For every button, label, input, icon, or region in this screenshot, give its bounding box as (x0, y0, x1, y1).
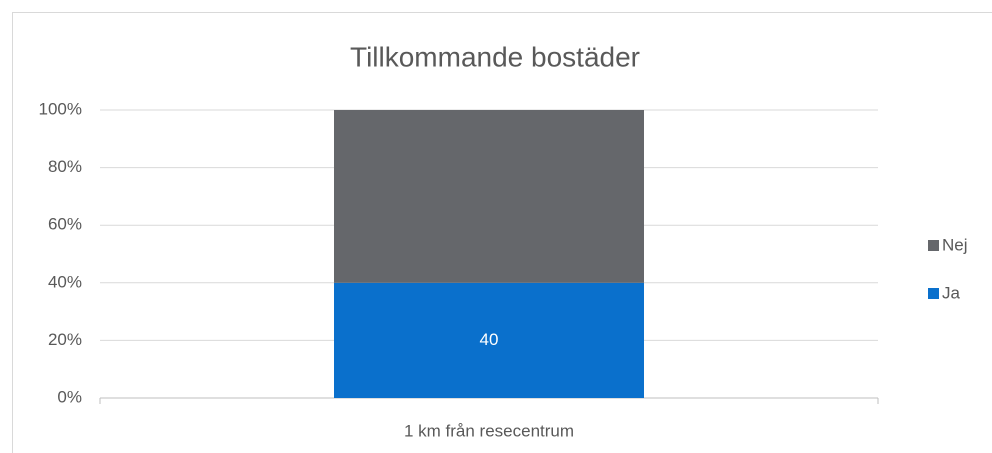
chart-title: Tillkommande bostäder (350, 41, 640, 72)
legend-swatch (928, 288, 939, 299)
legend-label: Ja (942, 283, 961, 302)
y-tick-label: 80% (48, 157, 82, 176)
bar-segment (334, 110, 644, 283)
y-tick-label: 60% (48, 215, 82, 234)
legend-label: Nej (942, 235, 968, 254)
data-label: 40 (480, 330, 499, 349)
legend-swatch (928, 240, 939, 251)
y-tick-label: 100% (39, 99, 82, 118)
y-tick-label: 20% (48, 330, 82, 349)
y-tick-label: 40% (48, 272, 82, 291)
bar-segment (334, 282, 644, 398)
x-tick-label: 1 km från resecentrum (404, 421, 574, 440)
y-tick-label: 0% (57, 387, 82, 406)
